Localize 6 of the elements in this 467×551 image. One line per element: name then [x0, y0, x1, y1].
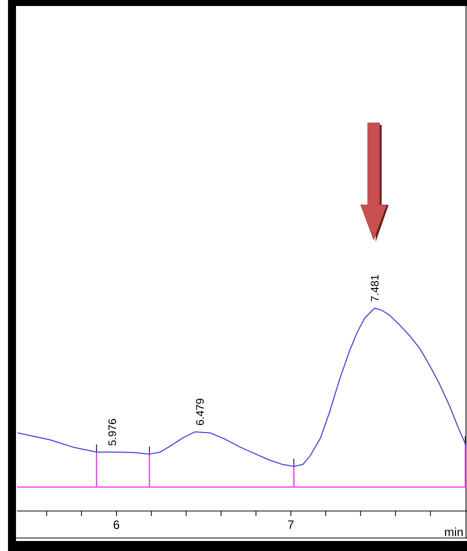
- annotation: 5.976: [108, 419, 116, 446]
- x-tick-label: 7: [288, 520, 294, 529]
- annotation: 6.479: [196, 398, 204, 426]
- x-tick-label: 6: [114, 520, 120, 529]
- x-axis-title: min: [445, 528, 463, 536]
- annotation: 7.481: [370, 275, 379, 302]
